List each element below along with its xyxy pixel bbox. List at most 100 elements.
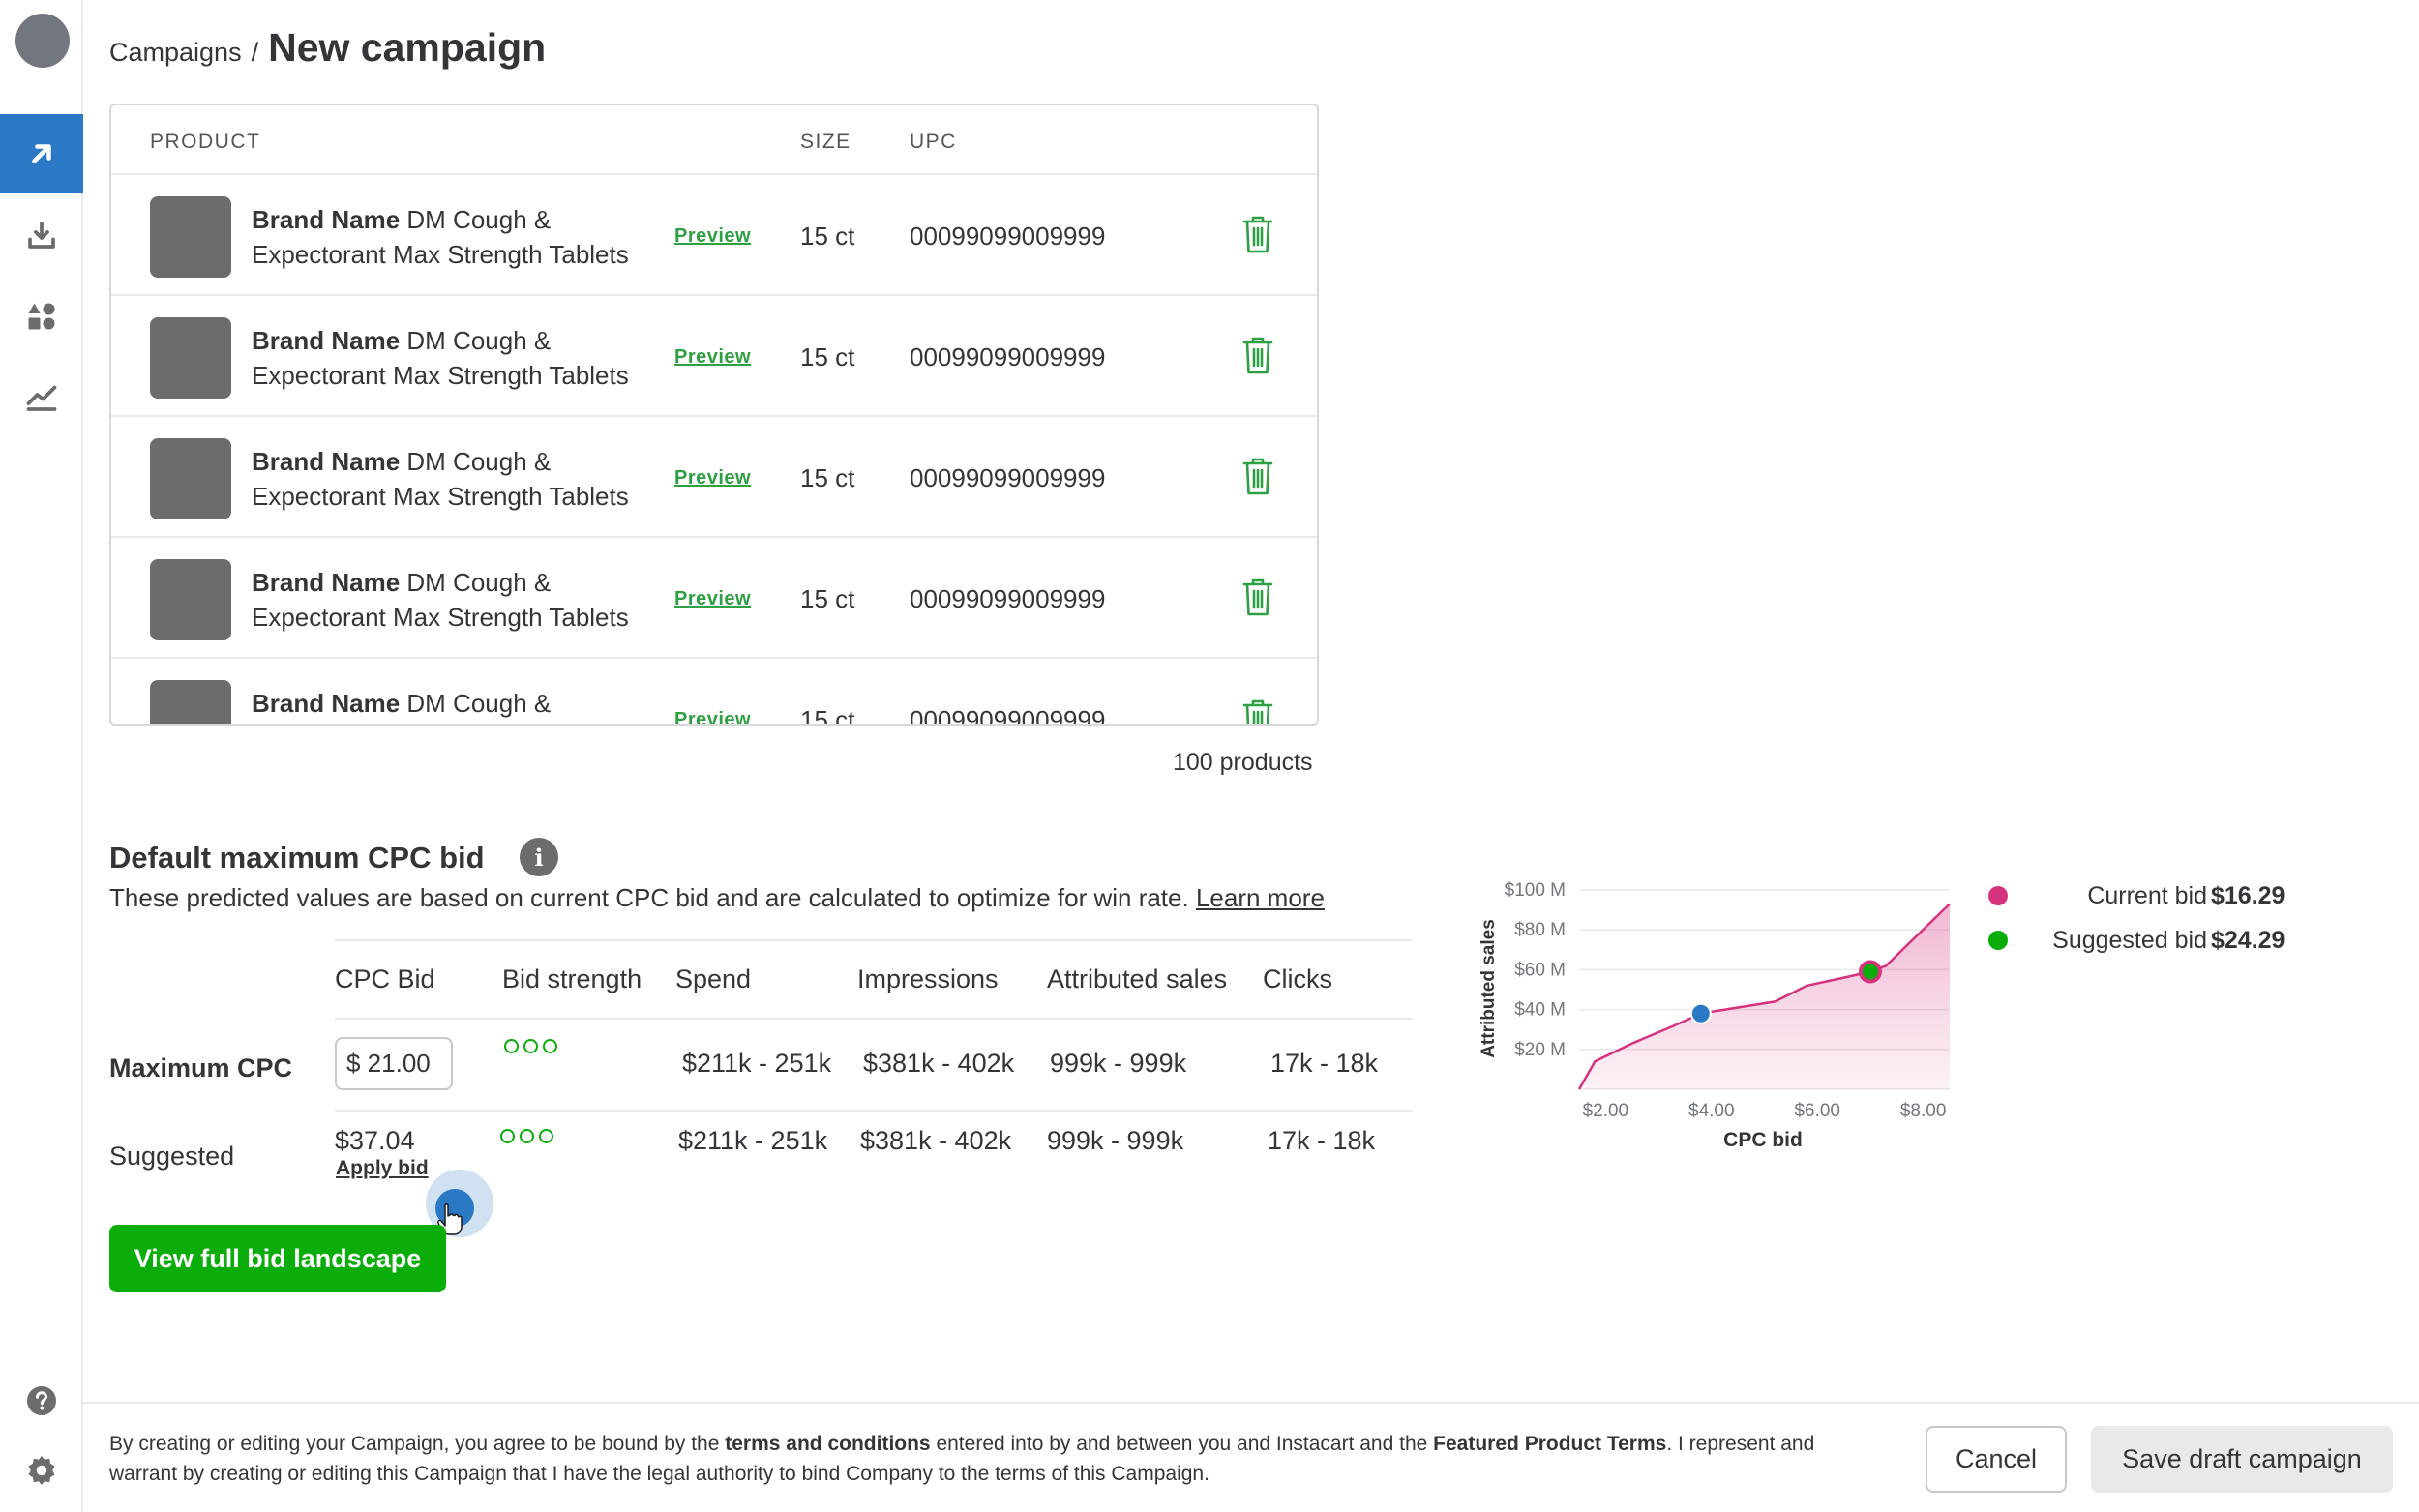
product-size: 15 ct	[800, 463, 855, 492]
chart-y-axis-label: Attributed sales	[1478, 919, 1499, 1058]
product-thumbnail	[150, 196, 231, 278]
column-header-product: PRODUCT	[150, 131, 261, 153]
trash-icon[interactable]	[1241, 697, 1274, 726]
product-name: Brand Name DM Cough & Expectorant Max St…	[252, 323, 658, 393]
trash-icon[interactable]	[1241, 214, 1274, 254]
breadcrumb: Campaigns / New campaign	[109, 25, 546, 71]
suggested-impressions: $381k - 402k	[860, 1126, 1012, 1155]
trash-icon[interactable]	[1241, 335, 1274, 375]
bid-strength-indicator	[500, 1129, 553, 1143]
trash-icon[interactable]	[1241, 456, 1274, 496]
chart-y-tick-label: $20 M	[1514, 1040, 1566, 1060]
product-name: Brand Name DM Cough & Expectorant Max St…	[252, 444, 658, 514]
products-count: 100 products	[1173, 749, 1313, 776]
table-row: Brand Name DM Cough & Expectorant Max St…	[111, 296, 1317, 417]
chart-marker-current	[1689, 1002, 1712, 1024]
breadcrumb-separator: /	[251, 38, 259, 67]
chart-x-tick-label: $2.00	[1583, 1101, 1629, 1121]
save-draft-campaign-button[interactable]: Save draft campaign	[2091, 1426, 2393, 1493]
divider	[335, 1110, 1413, 1112]
legend-item-current: Current bid $16.29	[1986, 882, 2315, 927]
apply-bid-link[interactable]: Apply bid	[336, 1157, 429, 1179]
product-brand: Brand Name	[252, 447, 401, 476]
suggested-spend: $211k - 251k	[678, 1126, 828, 1155]
preview-link[interactable]: Preview	[674, 588, 752, 609]
max-clicks: 17k - 18k	[1270, 1049, 1379, 1078]
legend-dot-suggested	[1988, 931, 2008, 950]
sidebar-item-reports[interactable]	[0, 358, 83, 437]
legend-value-current: $16.29	[2211, 882, 2285, 909]
download-icon	[28, 222, 55, 249]
product-size: 15 ct	[800, 584, 855, 613]
chart-x-tick-label: $8.00	[1900, 1101, 1947, 1121]
product-thumbnail	[150, 680, 231, 724]
line-chart-icon	[26, 385, 57, 411]
sidebar-item-help[interactable]	[0, 1362, 83, 1439]
terms-and-conditions-link[interactable]: terms and conditions	[725, 1433, 931, 1455]
column-header-attributed-sales: Attributed sales	[1047, 964, 1228, 993]
cancel-button[interactable]: Cancel	[1926, 1426, 2067, 1493]
chart-x-tick-label: $4.00	[1688, 1101, 1735, 1121]
product-upc: 00099099009999	[910, 463, 1106, 492]
column-header-spend: Spend	[675, 964, 752, 993]
breadcrumb-campaigns-link[interactable]: Campaigns	[109, 38, 242, 67]
divider	[335, 1018, 1413, 1020]
column-header-bid-strength: Bid strength	[502, 964, 642, 993]
column-header-cpc-bid: CPC Bid	[335, 964, 435, 993]
sidebar-item-assets[interactable]	[0, 277, 83, 356]
terms-text-2: entered into by and between you and Inst…	[936, 1433, 1428, 1455]
sidebar	[0, 0, 83, 1512]
table-header: PRODUCT SIZE UPC	[111, 105, 1317, 175]
info-icon[interactable]: i	[520, 838, 558, 876]
product-upc: 00099099009999	[910, 705, 1106, 726]
terms-text-3: . I represent and warrant by creating or…	[109, 1433, 1815, 1485]
chart-y-tick-label: $100 M	[1505, 880, 1566, 901]
chart-y-tick-label: $80 M	[1514, 920, 1566, 940]
learn-more-link[interactable]: Learn more	[1195, 883, 1325, 912]
legend-dot-current	[1988, 886, 2008, 905]
table-row: Brand Name DM Cough & Expectorant Max St…	[111, 175, 1317, 296]
bid-description: These predicted values are based on curr…	[109, 883, 1325, 913]
sidebar-item-settings[interactable]	[0, 1432, 83, 1509]
featured-product-terms-link[interactable]: Featured Product Terms	[1433, 1433, 1667, 1455]
page-title: New campaign	[268, 25, 547, 70]
column-header-size: SIZE	[800, 131, 851, 153]
preview-link[interactable]: Preview	[674, 467, 752, 489]
sidebar-item-downloads[interactable]	[0, 195, 83, 275]
table-row: Brand Name DM Cough & Preview 15 ct 0009…	[111, 659, 1317, 726]
suggested-clicks: 17k - 18k	[1268, 1126, 1376, 1155]
product-upc: 00099099009999	[910, 584, 1106, 613]
product-title: DM Cough &	[406, 689, 552, 718]
product-title: DM Cough & Expectorant Max Strength Tabl…	[252, 447, 629, 511]
chart-series-line	[1577, 903, 1951, 1090]
chart-y-tick-label: $40 M	[1514, 1000, 1566, 1021]
avatar[interactable]	[15, 14, 70, 68]
product-brand: Brand Name	[252, 205, 401, 234]
preview-link[interactable]: Preview	[674, 709, 752, 726]
product-brand: Brand Name	[252, 568, 401, 597]
preview-link[interactable]: Preview	[674, 225, 752, 247]
bid-landscape-chart: $20 M $40 M $60 M $80 M $100 M $2.00 $4.00 $6.0…	[1478, 880, 1951, 1151]
maximum-cpc-label: Maximum CPC	[109, 1053, 293, 1082]
product-upc: 00099099009999	[910, 222, 1106, 251]
product-table: PRODUCT SIZE UPC Brand Name DM Cough & E…	[109, 104, 1319, 726]
chart-legend: Current bid $16.29 Suggested bid $24.29	[1986, 882, 2315, 971]
chart-x-tick-label: $6.00	[1794, 1101, 1840, 1121]
product-title: DM Cough & Expectorant Max Strength Tabl…	[252, 205, 629, 269]
preview-link[interactable]: Preview	[674, 346, 752, 368]
bid-section-title: Default maximum CPC bid	[109, 841, 485, 875]
terms-notice: By creating or editing your Campaign, yo…	[109, 1429, 1841, 1489]
chart-marker-suggested	[1858, 960, 1882, 984]
trash-icon[interactable]	[1241, 577, 1274, 617]
max-cpc-input[interactable]: $ 21.00	[335, 1037, 453, 1090]
product-thumbnail	[150, 559, 231, 640]
legend-value-suggested: $24.29	[2211, 927, 2285, 954]
product-upc: 00099099009999	[910, 342, 1106, 371]
chart-x-axis-label: CPC bid	[1723, 1129, 1803, 1151]
view-full-bid-landscape-button[interactable]: View full bid landscape	[109, 1225, 446, 1292]
suggested-bid-value: $37.04	[335, 1126, 415, 1155]
sidebar-item-campaigns[interactable]	[0, 114, 83, 193]
arrow-up-right-icon	[32, 144, 51, 163]
bid-description-text: These predicted values are based on curr…	[109, 883, 1189, 912]
max-attributed-sales: 999k - 999k	[1050, 1049, 1187, 1078]
